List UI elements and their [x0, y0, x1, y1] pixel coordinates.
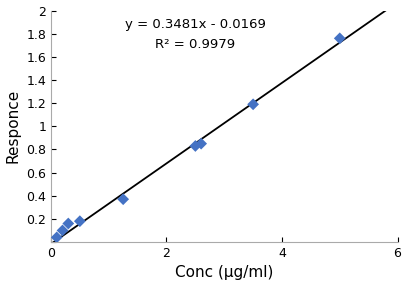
Point — [198, 141, 204, 146]
Point — [120, 197, 127, 202]
Point — [250, 102, 256, 107]
Text: y = 0.3481x - 0.0169: y = 0.3481x - 0.0169 — [125, 18, 266, 31]
Point — [77, 219, 83, 223]
Y-axis label: Responce: Responce — [6, 89, 21, 163]
Point — [337, 36, 343, 41]
Point — [53, 235, 60, 240]
Text: R² = 0.9979: R² = 0.9979 — [155, 38, 235, 51]
X-axis label: Conc (μg/ml): Conc (μg/ml) — [175, 265, 274, 281]
Point — [59, 228, 66, 233]
Point — [192, 144, 199, 148]
Point — [65, 221, 72, 226]
